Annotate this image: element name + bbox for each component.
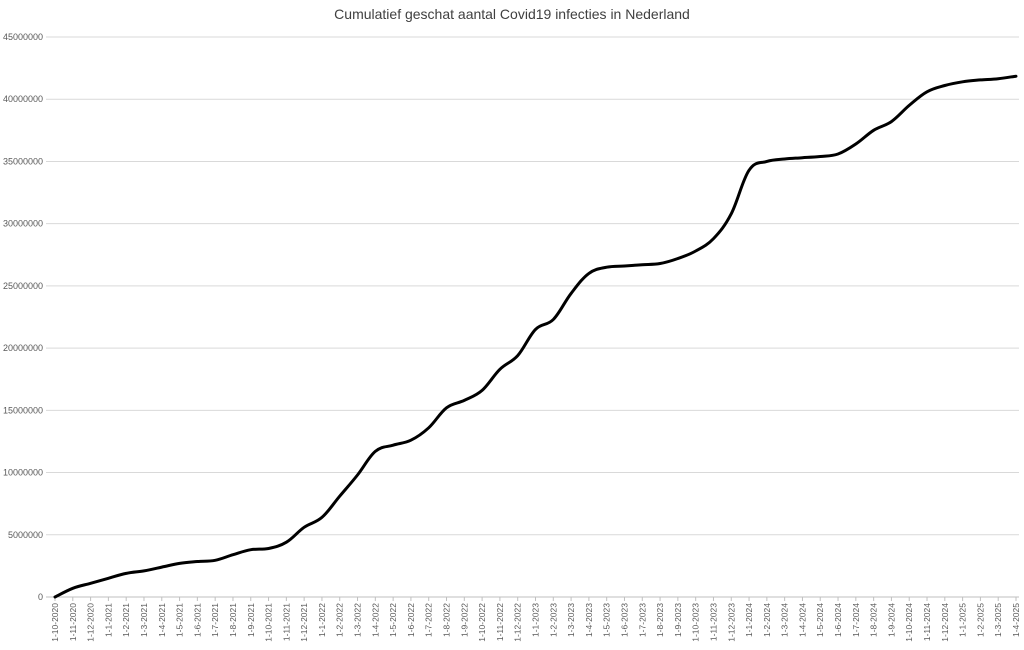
x-tick-label: 1-1-2025 xyxy=(958,603,968,637)
series-line xyxy=(53,74,1018,599)
x-tick-label: 1-10-2024 xyxy=(904,603,914,642)
x-tick-label: 1-3-2021 xyxy=(139,603,149,637)
x-tick-label: 1-4-2021 xyxy=(157,603,167,637)
x-tick-label: 1-5-2021 xyxy=(175,603,185,637)
x-tick-label: 1-7-2022 xyxy=(424,603,434,637)
x-tick-label: 1-12-2020 xyxy=(86,603,96,642)
x-tick-label: 1-9-2022 xyxy=(459,603,469,637)
x-tick-label: 1-9-2024 xyxy=(886,603,896,637)
y-tick-label: 20000000 xyxy=(3,343,43,353)
x-tick-label: 1-11-2020 xyxy=(68,603,78,641)
x-tick-label: 1-5-2023 xyxy=(602,603,612,637)
x-tick-label: 1-3-2025 xyxy=(993,603,1003,637)
x-tick-label: 1-9-2023 xyxy=(673,603,683,637)
x-tick-label: 1-1-2021 xyxy=(103,603,113,637)
x-tick-label: 1-11-2022 xyxy=(495,603,505,641)
y-tick-label: 45000000 xyxy=(3,32,43,42)
x-tick-label: 1-6-2022 xyxy=(406,603,416,637)
y-tick-label: 15000000 xyxy=(3,405,43,415)
x-tick-label: 1-7-2024 xyxy=(851,603,861,637)
x-tick-label: 1-11-2024 xyxy=(922,603,932,641)
y-tick-label: 40000000 xyxy=(3,94,43,104)
x-tick-label: 1-2-2024 xyxy=(762,603,772,637)
y-tick-label: 30000000 xyxy=(3,219,43,229)
x-tick-label: 1-11-2021 xyxy=(281,603,291,641)
x-tick-label: 1-10-2020 xyxy=(50,603,60,642)
x-tick-label: 1-8-2021 xyxy=(228,603,238,637)
x-tick-label: 1-11-2023 xyxy=(708,603,718,641)
x-tick-label: 1-6-2021 xyxy=(192,603,202,637)
chart-title: Cumulatief geschat aantal Covid19 infect… xyxy=(334,6,690,22)
x-tick-label: 1-8-2024 xyxy=(869,603,879,637)
x-tick-label: 1-3-2022 xyxy=(353,603,363,637)
x-tick-label: 1-9-2021 xyxy=(246,603,256,637)
x-tick-label: 1-4-2025 xyxy=(1011,603,1021,637)
y-tick-label: 0 xyxy=(38,592,43,602)
x-tick-label: 1-7-2023 xyxy=(637,603,647,637)
x-tick-label: 1-4-2023 xyxy=(584,603,594,637)
x-tick-label: 1-12-2022 xyxy=(513,603,523,642)
x-tick-label: 1-1-2024 xyxy=(744,603,754,637)
x-tick-label: 1-12-2024 xyxy=(940,603,950,642)
x-tick-label: 1-2-2022 xyxy=(335,603,345,637)
x-tick-label: 1-10-2022 xyxy=(477,603,487,642)
x-tick-label: 1-4-2022 xyxy=(370,603,380,637)
x-tick-label: 1-1-2022 xyxy=(317,603,327,637)
x-tick-label: 1-10-2021 xyxy=(264,603,274,642)
y-tick-label: 25000000 xyxy=(3,281,43,291)
y-tick-label: 10000000 xyxy=(3,468,43,478)
x-tick-label: 1-2-2025 xyxy=(975,603,985,637)
y-tick-label: 5000000 xyxy=(8,530,43,540)
x-tick-label: 1-7-2021 xyxy=(210,603,220,637)
x-tick-label: 1-5-2022 xyxy=(388,603,398,637)
x-tick-label: 1-10-2023 xyxy=(691,603,701,642)
y-tick-label: 35000000 xyxy=(3,156,43,166)
x-tick-label: 1-3-2024 xyxy=(780,603,790,637)
x-tick-label: 1-6-2023 xyxy=(619,603,629,637)
x-tick-label: 1-2-2023 xyxy=(548,603,558,637)
x-tick-label: 1-8-2023 xyxy=(655,603,665,637)
x-tick-label: 1-12-2021 xyxy=(299,603,309,642)
x-tick-label: 1-1-2023 xyxy=(531,603,541,637)
x-tick-label: 1-5-2024 xyxy=(815,603,825,637)
x-tick-label: 1-4-2024 xyxy=(797,603,807,637)
x-tick-label: 1-8-2022 xyxy=(442,603,452,637)
x-tick-label: 1-3-2023 xyxy=(566,603,576,637)
x-tick-label: 1-12-2023 xyxy=(726,603,736,642)
x-tick-label: 1-6-2024 xyxy=(833,603,843,637)
x-tick-label: 1-2-2021 xyxy=(121,603,131,637)
